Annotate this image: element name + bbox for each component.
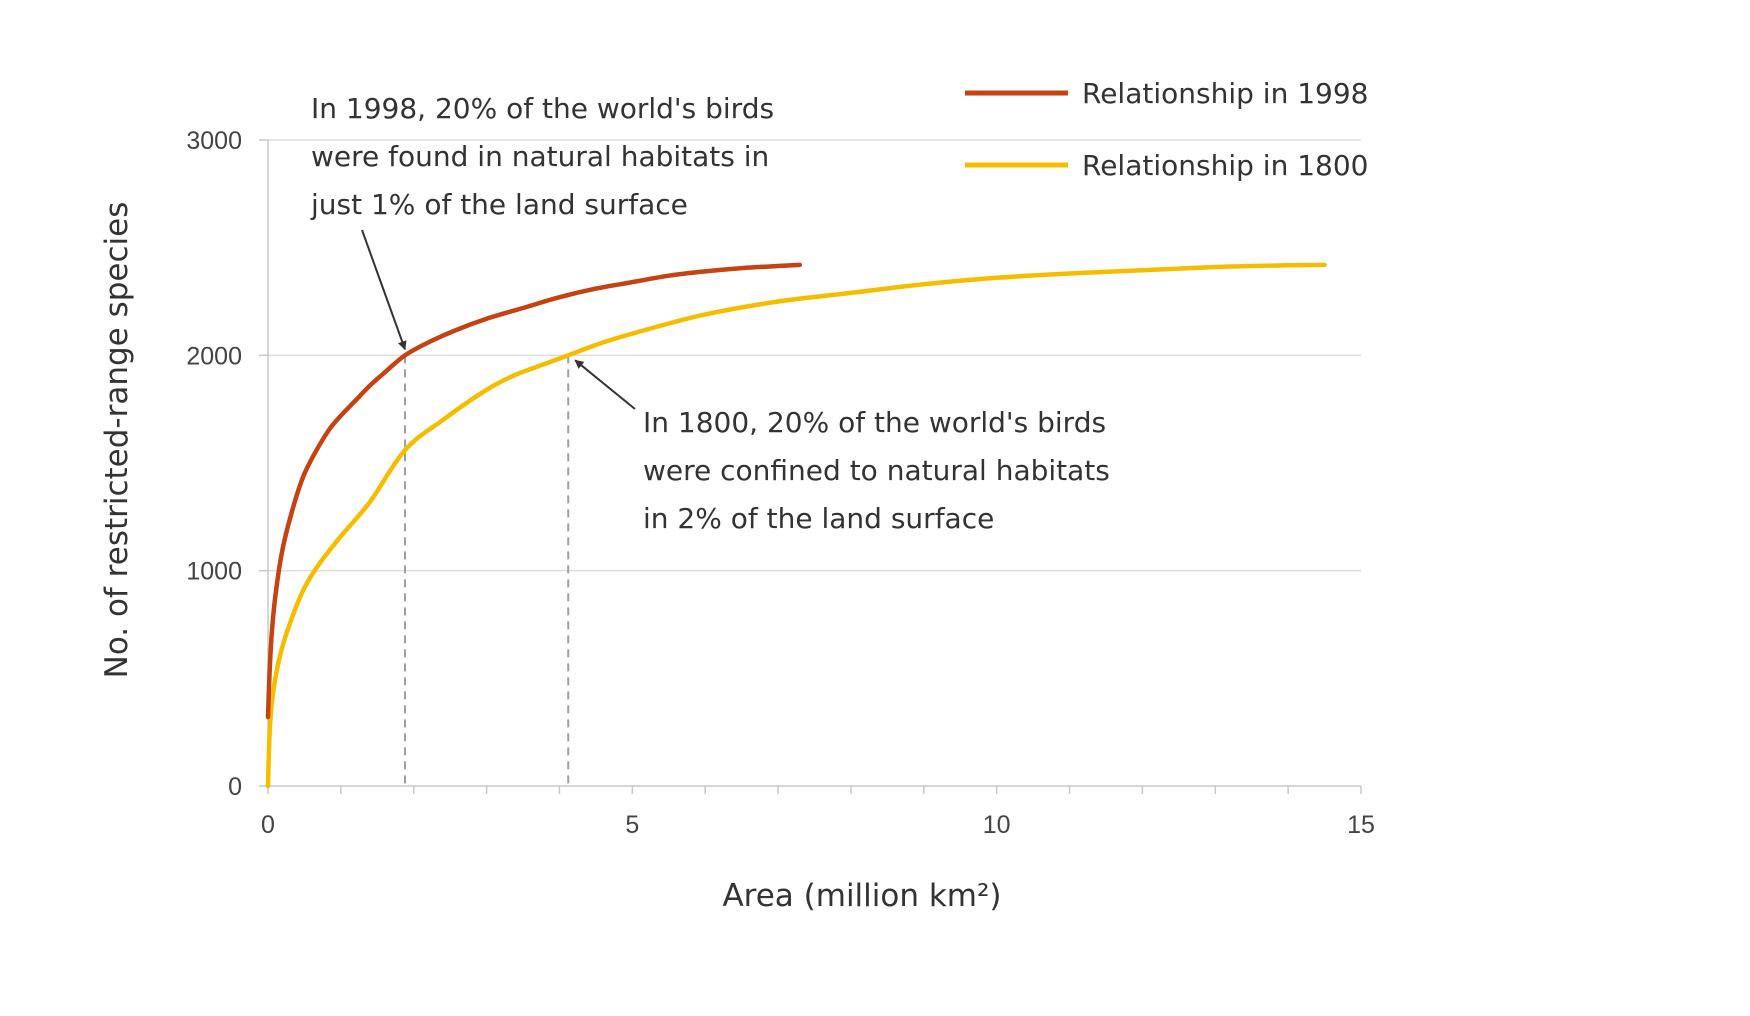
legend: Relationship in 1998 Relationship in 1800 xyxy=(965,77,1368,182)
gridlines xyxy=(268,139,1361,572)
legend-label-1998: Relationship in 1998 xyxy=(1082,77,1368,110)
annotation-a1998: In 1998, 20% of the world's birds were fo… xyxy=(310,92,774,221)
reference-lines xyxy=(403,355,570,786)
axes: 0 1000 2000 3000 0 5 10 15 xyxy=(186,127,1375,839)
legend-label-1800: Relationship in 1800 xyxy=(1082,149,1368,182)
annotation-arrow-a1998 xyxy=(361,229,407,351)
y-tick-label: 1000 xyxy=(186,558,242,586)
annotation-line: In 1800, 20% of the world's birds xyxy=(643,406,1106,439)
y-tick-label: 0 xyxy=(228,773,242,801)
x-tick-label: 10 xyxy=(983,811,1011,839)
annotation-line: were found in natural habitats in xyxy=(311,140,769,173)
x-axis-title: Area (million km²) xyxy=(722,878,1001,914)
x-tick-label: 0 xyxy=(261,811,275,839)
y-tick-label: 3000 xyxy=(186,127,242,155)
annotation-arrow-a1800 xyxy=(574,359,636,410)
series-line-1800 xyxy=(265,262,1327,789)
annotation-line: In 1998, 20% of the world's birds xyxy=(311,92,774,125)
annotation-line: just 1% of the land surface xyxy=(310,188,688,221)
series-line-1998 xyxy=(265,262,803,720)
annotations: In 1998, 20% of the world's birds were fo… xyxy=(310,92,1110,535)
series xyxy=(265,262,1327,789)
y-tick-label: 2000 xyxy=(186,342,242,370)
annotation-a1800: In 1800, 20% of the world's birds were co… xyxy=(643,406,1110,535)
x-tick-label: 15 xyxy=(1347,811,1375,839)
annotation-line: were confined to natural habitats xyxy=(643,454,1110,487)
y-axis-title: No. of restricted-range species xyxy=(99,202,135,679)
x-tick-label: 5 xyxy=(625,811,639,839)
annotation-line: in 2% of the land surface xyxy=(643,502,994,535)
